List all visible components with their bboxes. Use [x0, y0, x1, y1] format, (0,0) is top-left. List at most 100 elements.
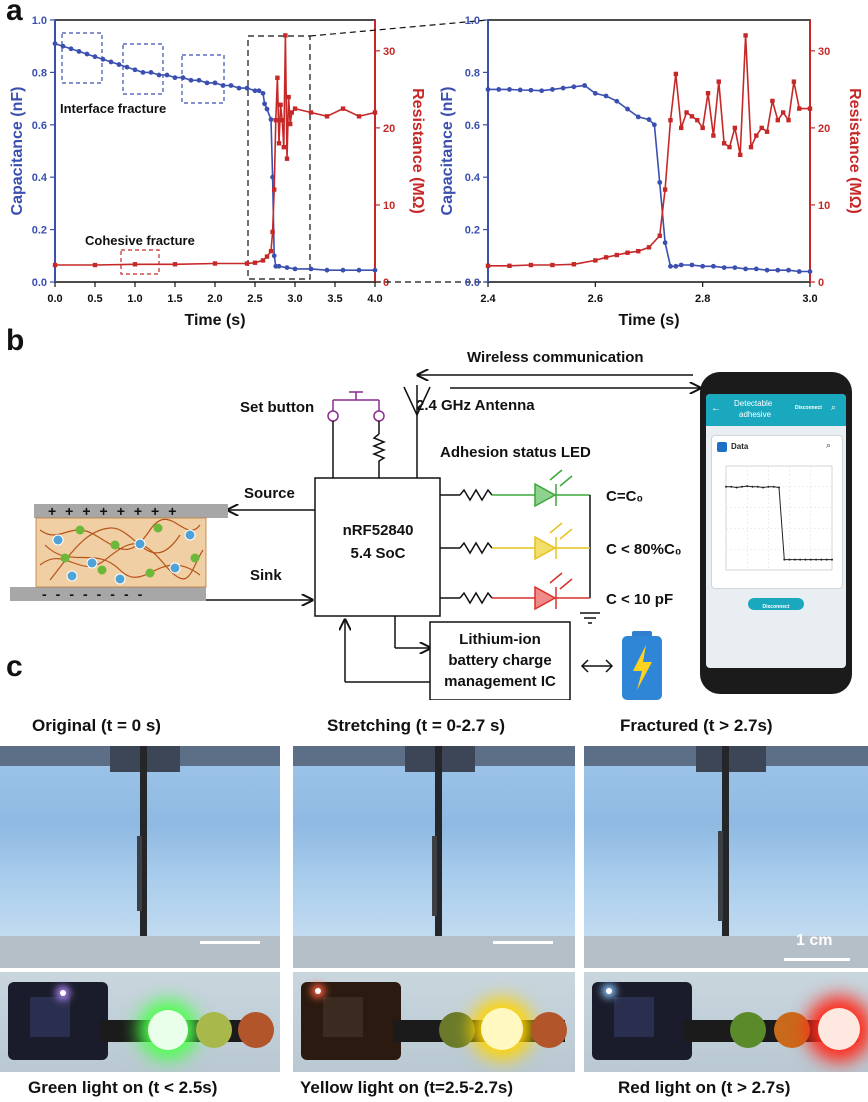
- data-point: [571, 84, 577, 90]
- data-point: [278, 102, 283, 107]
- y-tick-label-left: 0.0: [32, 277, 47, 289]
- ground-icon: [580, 612, 600, 624]
- annotation-interface: Interface fracture: [60, 101, 166, 116]
- data-point: [550, 262, 555, 268]
- x-tick-label: 4.0: [367, 293, 382, 305]
- x-tick-label: 3.0: [802, 293, 817, 305]
- x-tick-label: 2.6: [588, 293, 603, 305]
- data-point: [807, 269, 813, 274]
- data-point: [286, 94, 291, 100]
- battery-ic-line3: management IC: [444, 673, 556, 690]
- battery-ic-line1: Lithium-ion: [459, 631, 541, 648]
- data-point: [264, 106, 270, 112]
- panel-letter-b: b: [6, 324, 25, 357]
- disconnect-button[interactable]: Disconnect: [748, 598, 804, 610]
- data-point: [786, 267, 791, 273]
- data-point: [657, 180, 663, 185]
- svg-text:++++++++: ++++++++: [48, 503, 185, 519]
- data-point: [797, 106, 802, 111]
- x-tick-label: 1.5: [167, 293, 182, 305]
- photo-title-stretching: Stretching (t = 0-2.7 s): [327, 716, 506, 735]
- data-point: [372, 267, 378, 273]
- x-tick-label: 2.4: [480, 293, 496, 305]
- y-tick-label-left: 0.6: [465, 120, 480, 132]
- sink-label: Sink: [250, 567, 282, 584]
- mini-data-point: [751, 485, 754, 488]
- y-tick-label-left: 0.0: [465, 277, 480, 289]
- red-led-lit: [818, 1008, 860, 1050]
- data-point: [651, 122, 657, 128]
- data-point: [196, 77, 202, 83]
- c-green-label: C=C₀: [606, 488, 643, 505]
- data-point: [780, 110, 786, 115]
- caption-red: Red light on (t > 2.7s): [618, 1078, 791, 1097]
- scale-bar: [493, 941, 553, 944]
- mini-data-point: [804, 558, 807, 561]
- data-point: [496, 87, 502, 92]
- data-point: [212, 80, 218, 86]
- scale-bar: [784, 958, 850, 961]
- phone-card-title: Data: [731, 442, 749, 451]
- data-point: [593, 258, 598, 263]
- panel-a-charts: 0.0 0.5 1.0 1.5 2.0 2.5 3.0 3.5 4.0 0.0 0.2 0.4 0.6 0…: [9, 15, 863, 329]
- mini-data-point: [730, 485, 733, 488]
- data-point: [244, 261, 250, 266]
- scale-bar: [200, 941, 260, 944]
- data-point: [732, 125, 738, 131]
- data-point: [625, 250, 630, 255]
- x-tick-label: 2.5: [247, 293, 262, 305]
- set-button-icon: [327, 391, 385, 422]
- data-point: [132, 262, 138, 267]
- red-led-icon: [534, 585, 557, 611]
- data-point: [754, 133, 759, 138]
- data-point: [636, 248, 641, 254]
- data-point: [614, 252, 619, 258]
- phone-search-icon[interactable]: ⌕: [831, 402, 837, 412]
- y-tick-label-left: 0.8: [465, 67, 480, 79]
- data-point: [764, 267, 770, 273]
- data-point: [592, 90, 598, 96]
- caption-yellow: Yellow light on (t=2.5-2.7s): [300, 1078, 514, 1097]
- interface-box-2: [122, 43, 164, 95]
- data-point: [646, 117, 652, 122]
- data-point: [770, 98, 775, 104]
- mini-data-point: [820, 558, 823, 561]
- x-axis-label: Time (s): [618, 312, 679, 329]
- data-point: [244, 85, 250, 91]
- y-tick-label-left: 1.0: [465, 15, 480, 27]
- photo-stretching-sample: [293, 746, 575, 968]
- phone-mini-plot: [725, 465, 833, 571]
- set-button-label: Set button: [240, 399, 314, 416]
- data-point: [108, 59, 114, 65]
- zoom-box: [247, 35, 311, 280]
- pullup-resistor-icon: [371, 433, 387, 478]
- card-search-icon[interactable]: ⌕: [826, 440, 832, 450]
- back-arrow-icon[interactable]: ←: [711, 403, 721, 414]
- data-point: [268, 248, 274, 254]
- x-tick-label: 2.0: [207, 293, 222, 305]
- series-line-right: [488, 35, 810, 267]
- data-point: [356, 114, 362, 119]
- data-point: [204, 80, 210, 86]
- mini-data-point: [783, 558, 786, 561]
- disconnect-top-link[interactable]: Disconnect: [795, 405, 822, 411]
- data-point: [507, 263, 512, 269]
- scale-bar-label: 1 cm: [796, 932, 833, 949]
- phone-app-bar: ← Detectable adhesive Disconnect ⌕: [706, 394, 846, 426]
- mini-data-point: [815, 558, 818, 561]
- photo-original-sample: [0, 746, 280, 968]
- cohesive-box: [120, 249, 160, 275]
- data-point: [528, 87, 534, 93]
- data-point: [276, 141, 282, 146]
- data-point: [614, 98, 620, 104]
- mini-data-point: [767, 485, 770, 488]
- mini-data-point: [740, 485, 743, 488]
- photo-board-green: [0, 972, 280, 1072]
- mini-data-point: [793, 558, 796, 561]
- photo-title-original: Original (t = 0 s): [32, 716, 161, 735]
- zoom-connector-top: [309, 19, 489, 37]
- annotation-cohesive: Cohesive fracture: [85, 233, 195, 248]
- data-point: [116, 62, 122, 67]
- wireless-label: Wireless communication: [467, 349, 644, 366]
- data-point: [262, 101, 267, 107]
